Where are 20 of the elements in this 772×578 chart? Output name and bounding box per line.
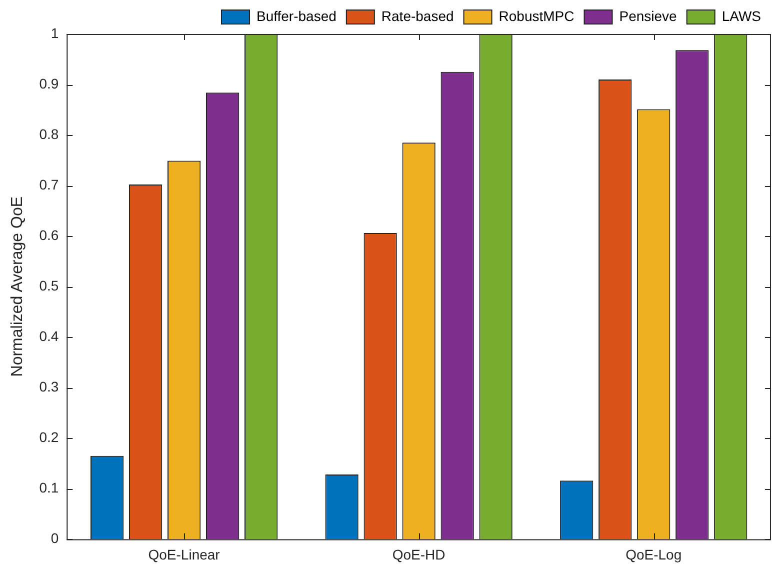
y-axis-title: Normalized Average QoE [9, 196, 26, 377]
legend-label: LAWS [722, 8, 761, 24]
y-tick-label: 0.5 [39, 277, 59, 294]
y-tick-label: 0.7 [39, 176, 59, 192]
legend-label: Pensieve [619, 8, 678, 24]
legend-label: Rate-based [381, 8, 454, 24]
x-tick-label: QoE-HD [392, 546, 446, 562]
x-tick-label: QoE-Log [626, 546, 682, 562]
y-tick-label: 0.6 [39, 226, 59, 243]
y-tick-label: 0.8 [39, 126, 59, 142]
y-tick-label: 0.9 [39, 75, 59, 92]
y-tick-label: 0.3 [39, 378, 59, 394]
legend-label: RobustMPC [498, 8, 574, 24]
legend-label: Buffer-based [256, 8, 336, 24]
y-tick-label: 0.4 [39, 328, 59, 344]
y-tick-label: 0.1 [39, 480, 59, 496]
x-tick-label: QoE-Linear [148, 546, 220, 562]
y-tick-label: 0 [50, 530, 59, 546]
y-tick-label: 1 [50, 24, 59, 41]
y-tick-label: 0.2 [39, 429, 59, 446]
